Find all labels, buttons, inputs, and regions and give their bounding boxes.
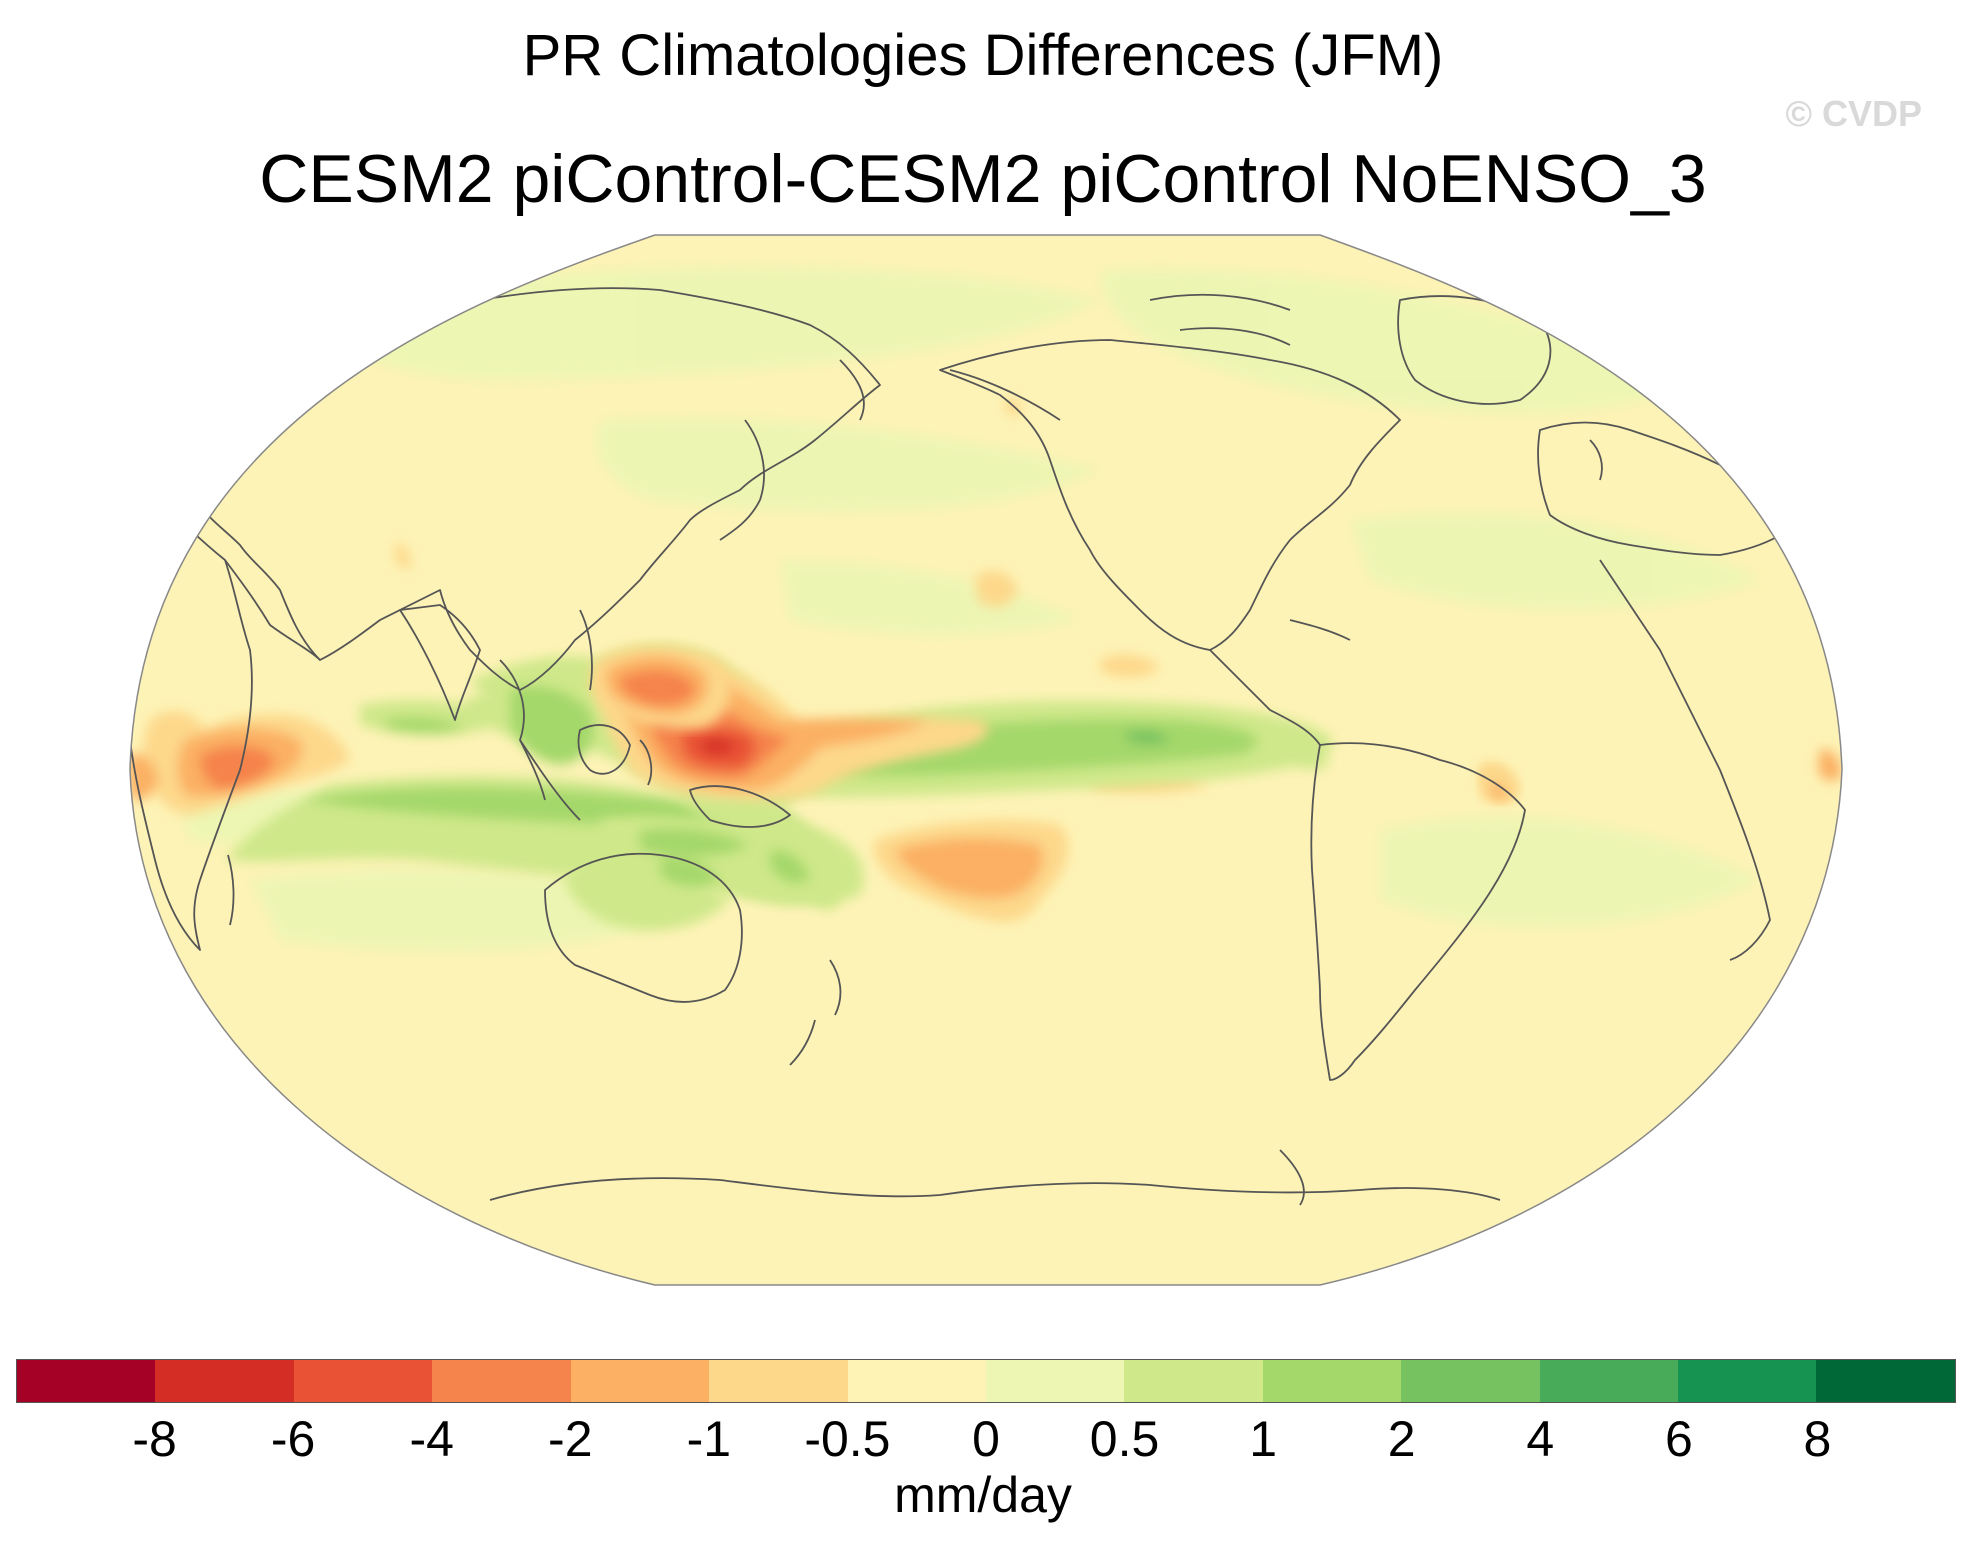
japan-coastline [719,419,765,541]
uk-coastline [1589,439,1603,481]
colorbar-tick-label: 6 [1664,1411,1693,1467]
colorbar-tick-label: 0.5 [1089,1411,1160,1467]
map-border [129,234,1843,1286]
colorbar [16,1359,1956,1403]
colorbar-swatch [155,1360,294,1402]
north-america-coastline [939,339,1401,651]
colorbar-tick-label: -8 [132,1411,177,1467]
australia-coastline [544,852,743,1003]
colorbar-swatch [17,1360,156,1402]
colorbar-tick-label: 8 [1803,1411,1832,1467]
colorbar-tick-label: -0.5 [804,1411,891,1467]
western-indian-ocean-dry-anomaly [130,711,1842,815]
colorbar-swatch [985,1360,1125,1402]
south-central-pacific-dry-anomaly [873,820,1069,922]
colorbar-tick-label: 1 [1249,1411,1278,1467]
figure-subtitle: CESM2 piControl-CESM2 piControl NoENSO_3 [259,141,1707,217]
sulawesi-coastline [639,739,653,786]
north-philippines-dry-anomaly [591,645,731,729]
india-coastline [399,604,481,721]
colorbar-swatch [293,1360,433,1402]
kamchatka-coastline [839,359,865,421]
colorbar-swatch [1124,1360,1263,1402]
colorbar-tick-label: 4 [1526,1411,1555,1467]
colorbar-tick-label: -6 [270,1411,316,1467]
alaska-coastline [949,369,1061,421]
colorbar-swatch [1262,1360,1402,1402]
europe-coastline [1537,421,1801,556]
cvdp-watermark: © CVDP [1785,93,1922,134]
canadian-archipelago-coastline [1149,293,1291,346]
colorbar-tick-label: 2 [1387,1411,1416,1467]
west-africa-coastline [1599,559,1771,961]
colorbar-swatch [847,1360,986,1402]
colorbar-tick-label: -1 [686,1411,732,1467]
arabia-coastline [224,559,321,661]
colorbar-swatch [709,1360,848,1402]
colorbar-swatch [1816,1360,1955,1402]
colorbar-tick-label: 0 [972,1411,1000,1467]
colorbar-swatch [570,1360,710,1402]
colorbar-swatch [1678,1360,1817,1402]
coastlines [130,287,1801,1206]
figure-title: PR Climatologies Differences (JFM) [522,23,1444,88]
asia-coastline [199,287,881,691]
philippines-coastline [579,609,593,691]
south-america-coastline [1310,742,1526,1081]
sumatra-coastline [519,739,581,821]
colorbar-units: mm/day [894,1467,1072,1523]
colorbar-swatch [1539,1360,1679,1402]
madagascar-coastline [227,854,235,926]
new-zealand-coastline [789,959,842,1066]
colorbar-swatch [1401,1360,1540,1402]
colorbar-tick-label: -2 [548,1411,593,1467]
caribbean-coastline [1289,619,1351,641]
antarctic-peninsula-coastline [1279,1149,1305,1206]
antarctica-coastline [489,1177,1501,1201]
colorbar-swatch [432,1360,571,1402]
new-guinea-coastline [689,785,791,828]
borneo-coastline [577,724,631,775]
indochina-coastline [499,659,546,801]
central-america-coastline [1209,649,1321,746]
colorbar-tick-label: -4 [409,1411,454,1467]
colorbar-ticks: -8 -6 -4 -2 -1 -0.5 0 0.5 1 2 4 6 8 [0,1410,1966,1470]
